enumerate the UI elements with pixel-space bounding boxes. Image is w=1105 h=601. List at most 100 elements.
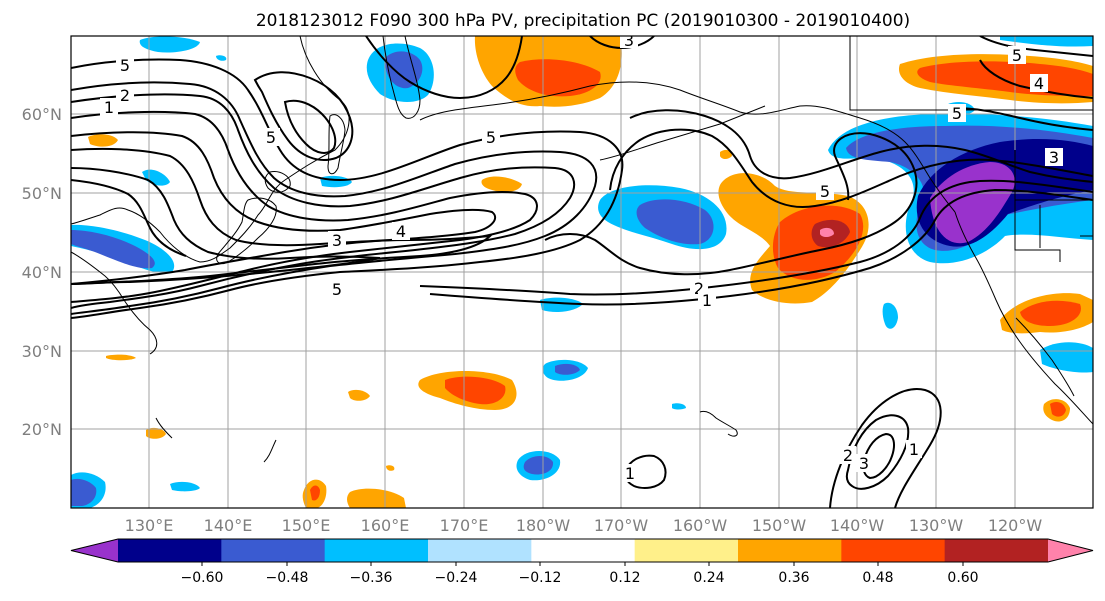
map-title: 2018123012 F090 300 hPa PV, precipitatio… xyxy=(256,11,910,31)
pv-contour-line xyxy=(71,81,598,315)
lat-tick-label: 60°N xyxy=(22,105,62,124)
pv-contour-line xyxy=(979,59,1093,99)
colorbar-tick-label: 0.24 xyxy=(693,570,724,586)
map-panel: 5 2 1 5 5 3 4 5 5 3 5 xyxy=(70,31,1094,509)
negative-precip-area xyxy=(555,363,580,375)
contour-label: 5 xyxy=(1012,46,1022,65)
canada-border xyxy=(849,36,1093,111)
state-border xyxy=(1014,200,1061,262)
negative-precip-area xyxy=(170,481,200,492)
pv-contour-line xyxy=(544,132,918,276)
contour-label: 2 xyxy=(120,86,130,105)
positive-precip-area xyxy=(146,427,166,439)
colorbar-tick-label: −0.60 xyxy=(181,570,224,586)
colorbar-tick-label: −0.48 xyxy=(266,570,309,586)
positive-precip-area xyxy=(386,465,395,471)
positive-precip-area xyxy=(481,176,522,192)
colorbar-tick-label: 0.12 xyxy=(609,570,640,586)
colorbar-segment xyxy=(324,539,429,562)
pv-contour-line xyxy=(429,188,1093,306)
negative-precip-area xyxy=(636,199,714,245)
contour-labels: 5 2 1 5 5 3 4 5 5 3 5 xyxy=(100,31,1063,483)
negative-precip-area xyxy=(540,297,583,312)
lon-tick-label: 130°E xyxy=(125,516,174,535)
pv-contour-line xyxy=(845,414,910,490)
contour-label: 3 xyxy=(332,231,342,250)
latitude-axis: 60°N 50°N 40°N 30°N 20°N xyxy=(22,105,62,439)
colorbar-tick-label: −0.12 xyxy=(519,570,562,586)
contour-label: 4 xyxy=(396,222,406,241)
pv-contour-line xyxy=(954,107,1093,131)
aleutian-islands xyxy=(599,105,766,161)
contour-label: 4 xyxy=(1034,74,1044,93)
negative-precip-area xyxy=(882,302,898,329)
lon-tick-label: 150°E xyxy=(282,516,331,535)
negative-precip-area xyxy=(930,162,1015,244)
negative-precip-area xyxy=(384,51,423,89)
pv-contour-line xyxy=(71,179,187,257)
colorbar: −0.60 −0.48 −0.36 −0.24 −0.12 0.12 0.24 … xyxy=(70,538,1094,586)
pv-contour-line xyxy=(283,99,337,154)
contour-label: 1 xyxy=(702,291,712,310)
contour-label: 5 xyxy=(486,128,496,147)
positive-precip-area xyxy=(347,488,406,508)
lon-tick-label: 170°E xyxy=(440,516,489,535)
colorbar-tick-label: −0.24 xyxy=(435,570,478,586)
pv-contour-line xyxy=(253,71,354,161)
lon-tick-label: 140°W xyxy=(830,516,885,535)
kamchatka-coastline xyxy=(382,36,421,119)
positive-precip-area xyxy=(348,389,370,401)
colorbar-segment xyxy=(221,539,326,562)
colorbar-segment xyxy=(118,539,222,562)
negative-precip-area xyxy=(139,36,200,53)
lon-tick-label: 170°W xyxy=(594,516,649,535)
colorbar-segments xyxy=(70,538,1094,563)
colorbar-segment xyxy=(738,539,842,562)
contour-label: 1 xyxy=(104,98,114,117)
contour-label: 5 xyxy=(332,280,342,299)
negative-precip-area xyxy=(1040,342,1093,373)
contour-label: 3 xyxy=(624,31,634,50)
pv-contour-line xyxy=(419,179,1093,296)
colorbar-extend-max xyxy=(1048,539,1093,562)
baja-coastline xyxy=(1015,317,1075,397)
positive-precip-area xyxy=(1050,402,1066,417)
colorbar-segment xyxy=(944,539,1049,562)
colorbar-segment xyxy=(634,539,739,562)
pv-contour-line xyxy=(71,58,624,319)
negative-precip-area xyxy=(523,456,554,475)
negative-precip-area xyxy=(672,403,686,410)
lon-tick-label: 160°W xyxy=(673,516,728,535)
lat-tick-label: 20°N xyxy=(22,420,62,439)
contour-label: 1 xyxy=(625,464,635,483)
colorbar-tick-label: 0.60 xyxy=(947,570,978,586)
positive-precip-area xyxy=(1020,300,1081,326)
island-chain xyxy=(155,417,277,463)
negative-precip-area xyxy=(71,230,155,269)
colorbar-segment xyxy=(428,539,532,562)
pv-contour-line xyxy=(71,147,493,285)
pv-contour-line xyxy=(624,454,667,489)
lon-tick-label: 130°W xyxy=(909,516,964,535)
colorbar-outline xyxy=(70,538,1094,563)
positive-precip-area xyxy=(917,61,1093,96)
lon-tick-label: 120°W xyxy=(988,516,1043,535)
pv-contour-line xyxy=(862,432,895,480)
colorbar-segment xyxy=(841,539,946,562)
positive-precip-area xyxy=(106,354,136,361)
lon-tick-label: 160°E xyxy=(361,516,410,535)
pv-contour-line xyxy=(365,36,523,100)
contour-label: 1 xyxy=(909,440,919,459)
contour-label: 2 xyxy=(694,279,704,298)
hawaii-islands xyxy=(699,411,738,437)
contour-label: 3 xyxy=(1049,148,1059,167)
lat-tick-label: 50°N xyxy=(22,184,62,203)
colorbar-extend-min xyxy=(71,539,118,562)
lon-tick-label: 150°W xyxy=(752,516,807,535)
pv-contour-line xyxy=(71,167,381,285)
longitude-axis: 130°E 140°E 150°E 160°E 170°E 180°W 170°… xyxy=(125,516,1043,535)
colorbar-ticks xyxy=(201,562,964,566)
positive-precip-area xyxy=(310,485,320,501)
pv-contour-line xyxy=(609,128,1093,208)
contour-label: 5 xyxy=(120,56,130,75)
